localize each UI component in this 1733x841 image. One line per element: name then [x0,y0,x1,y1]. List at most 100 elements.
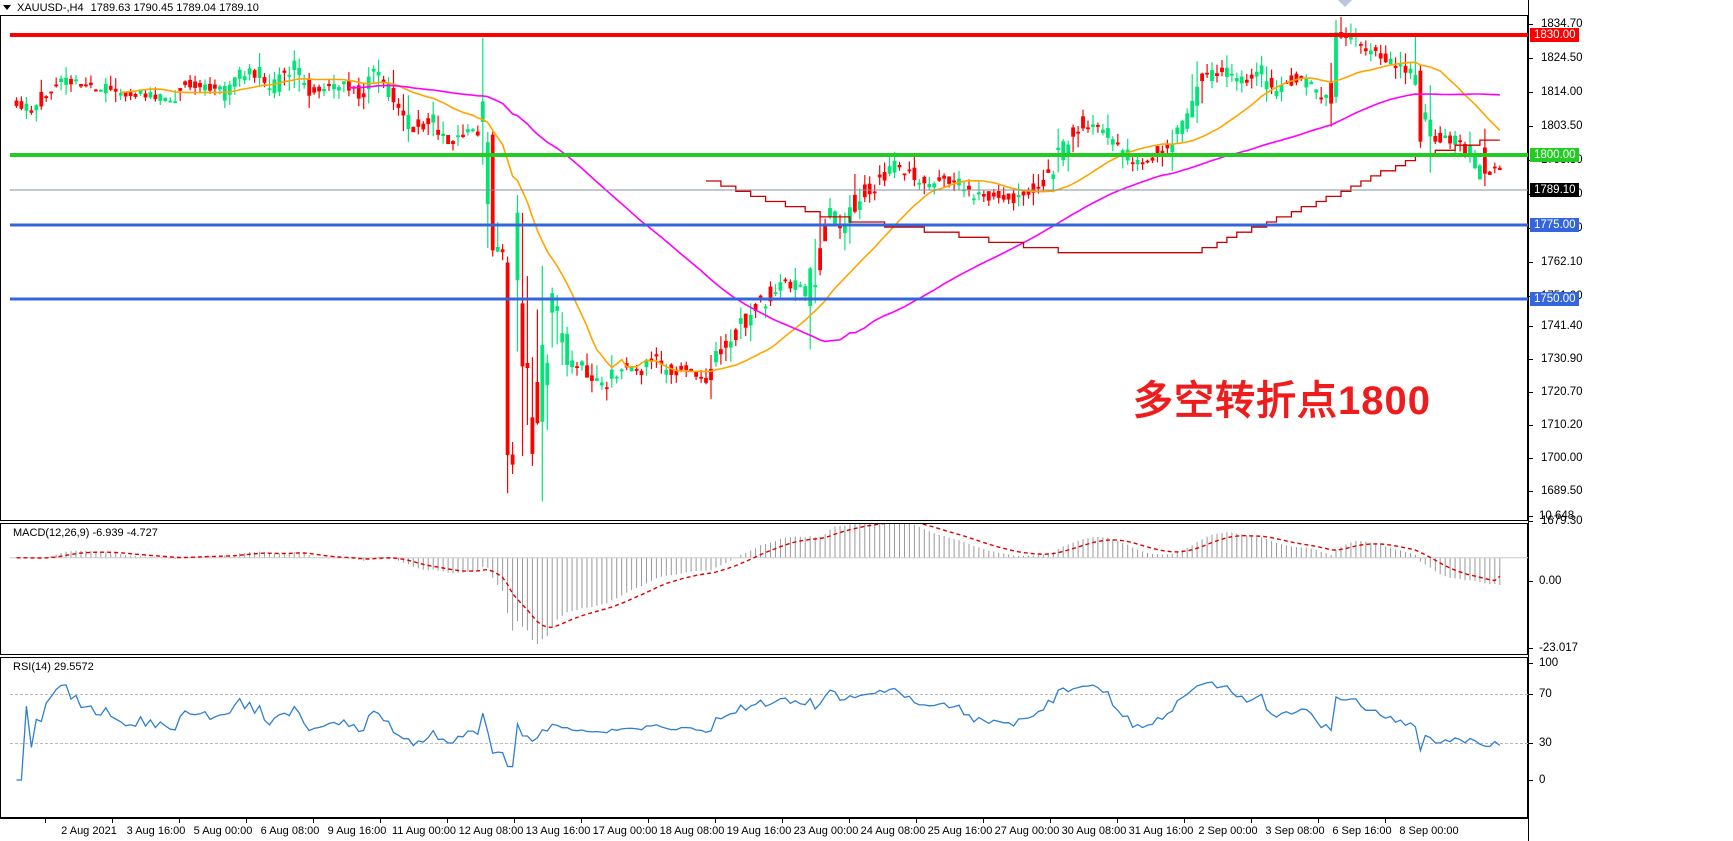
macd-tick-label: 0.00 [1539,575,1562,587]
rsi-tick-label: 0 [1539,774,1546,786]
time-tick-mark [983,819,984,823]
time-tick-mark [1251,819,1252,823]
time-tick-mark [380,819,381,823]
time-tick-label: 19 Aug 16:00 [726,825,792,837]
time-tick-mark [246,819,247,823]
rsi-tick-label: 70 [1539,688,1552,700]
price-tick-mark [1529,92,1533,93]
price-tick-label: 1679.30 [1541,515,1583,527]
price-tick-mark [1529,24,1533,25]
price-tick-label: 1834.70 [1541,18,1583,30]
time-tick-mark [1184,819,1185,823]
price-series-svg [14,17,1502,502]
time-tick-mark [514,819,515,823]
price-panel [0,16,1528,521]
triangle-down-icon[interactable] [3,5,11,10]
price-tick-mark [1529,58,1533,59]
time-tick-label: 3 Sep 08:00 [1265,825,1325,837]
price-tick-mark [1529,491,1533,492]
rsi-tick-label: 30 [1539,737,1552,749]
time-tick-mark [715,819,716,823]
macd-tick-mark [1529,581,1533,582]
price-tick-mark [1529,458,1533,459]
price-tick-label: 1762.10 [1541,256,1583,268]
time-axis[interactable]: 2 Aug 2021 3 Aug 16:00 5 Aug 00:00 6 Aug 08… [0,818,1528,841]
price-tick-label: 1710.20 [1541,419,1583,431]
price-tick-mark [1529,521,1533,522]
price-tick-mark [1529,262,1533,263]
time-tick-mark [1318,819,1319,823]
time-tick-mark [313,819,314,823]
time-tick-label: 30 Aug 08:00 [1061,825,1127,837]
price-tick-label: 1700.00 [1541,452,1583,464]
chart-header-bar: XAUUSD-,H4 1789.63 1790.45 1789.04 1789.… [0,0,1528,16]
time-tick-label: 31 Aug 16:00 [1128,825,1194,837]
time-tick-mark [1385,819,1386,823]
symbol-label: XAUUSD-,H4 [17,1,84,14]
rsi-tick-mark [1529,780,1533,781]
value-axis[interactable]: 1834.701824.501814.001803.501793.301782.… [1528,0,1733,841]
price-tick-label: 1741.40 [1541,320,1583,332]
time-tick-label: 12 Aug 08:00 [458,825,524,837]
time-tick-label: 11 Aug 00:00 [391,825,457,837]
time-tick-label: 13 Aug 16:00 [525,825,591,837]
price-tick-label: 1803.50 [1541,120,1583,132]
ohlc-values: 1789.63 1790.45 1789.04 1789.10 [90,1,259,14]
rsi-plot-area[interactable] [10,658,1528,817]
time-tick-mark [648,819,649,823]
price-tick-mark [1529,392,1533,393]
scroll-caret-icon[interactable] [1338,0,1352,7]
rsi-panel [0,657,1528,818]
time-tick-mark [849,819,850,823]
rsi-title: RSI(14) 29.5572 [13,661,94,673]
time-tick-label: 27 Aug 00:00 [994,825,1060,837]
price-tick-label: 1824.50 [1541,52,1583,64]
rsi-series-svg [16,681,1501,781]
rsi-tick-mark [1529,663,1533,664]
rsi-tick-mark [1529,694,1533,695]
time-tick-label: 3 Aug 16:00 [126,825,186,837]
rsi-overbought-line [10,694,1528,695]
price-level-badge[interactable]: 1750.00 [1530,292,1579,306]
price-tick-mark [1529,326,1533,327]
time-tick-label: 2 Aug 2021 [61,825,117,837]
macd-title: MACD(12,26,9) -6.939 -4.727 [13,527,158,539]
macd-series-svg [10,524,1528,644]
macd-panel [0,523,1528,655]
macd-tick-label: -23.017 [1539,642,1579,654]
time-tick-label: 17 Aug 00:00 [592,825,658,837]
price-level-badge[interactable]: 1775.00 [1530,218,1579,232]
time-tick-label: 25 Aug 16:00 [927,825,993,837]
price-level-badge[interactable]: 1800.00 [1530,148,1579,162]
price-plot-area[interactable] [10,17,1528,520]
price-level-badge[interactable]: 1789.10 [1530,183,1579,197]
time-tick-label: 6 Sep 16:00 [1332,825,1392,837]
time-tick-label: 18 Aug 08:00 [659,825,725,837]
time-tick-mark [447,819,448,823]
price-tick-label: 1689.50 [1541,485,1583,497]
time-tick-label: 2 Sep 00:00 [1198,825,1258,837]
time-tick-mark [112,819,113,823]
time-tick-mark [581,819,582,823]
time-tick-mark [45,819,46,823]
time-tick-label: 23 Aug 00:00 [793,825,859,837]
price-tick-label: 1730.90 [1541,353,1583,365]
macd-plot-area[interactable] [10,524,1528,654]
price-level-badge[interactable]: 1830.00 [1530,28,1579,42]
price-tick-mark [1529,126,1533,127]
time-tick-label: 8 Sep 00:00 [1399,825,1459,837]
time-tick-mark [916,819,917,823]
rsi-oversold-line [10,743,1528,744]
price-tick-label: 1814.00 [1541,86,1583,98]
time-tick-label: 5 Aug 00:00 [193,825,253,837]
time-tick-mark [179,819,180,823]
price-tick-mark [1529,359,1533,360]
time-tick-label: 6 Aug 08:00 [260,825,320,837]
time-tick-mark [1117,819,1118,823]
rsi-tick-label: 100 [1539,657,1559,669]
macd-tick-mark [1529,516,1533,517]
macd-tick-label: 10.648 [1539,510,1575,522]
time-tick-label: 24 Aug 08:00 [860,825,926,837]
time-tick-mark [782,819,783,823]
